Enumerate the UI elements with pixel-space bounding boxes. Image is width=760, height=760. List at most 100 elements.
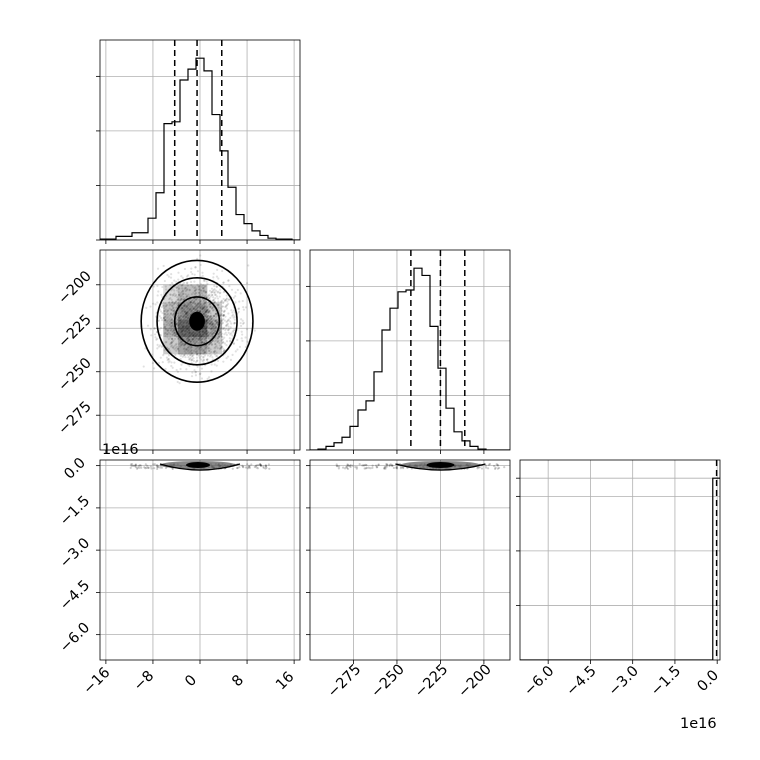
- scatter-point: [232, 313, 235, 316]
- scatter-point: [198, 291, 201, 294]
- scatter-point: [184, 306, 187, 309]
- scatter-point: [215, 345, 218, 348]
- scatter-point: [177, 278, 180, 281]
- scatter-point: [191, 305, 194, 309]
- scatter-point: [176, 322, 179, 325]
- scatter-point: [186, 311, 189, 314]
- scatter-point: [391, 464, 394, 467]
- scatter-point: [222, 317, 225, 320]
- scatter-point: [165, 313, 168, 317]
- scatter-point: [233, 322, 236, 325]
- scatter-point: [133, 464, 136, 467]
- scatter-point: [220, 326, 223, 329]
- scatter-point: [203, 338, 207, 341]
- scatter-point: [199, 293, 202, 297]
- scatter-point: [165, 310, 168, 313]
- scatter-point: [194, 305, 197, 308]
- scatter-point: [210, 327, 213, 330]
- scatter-point: [172, 306, 175, 309]
- scatter-point: [191, 351, 194, 354]
- scatter-point: [208, 352, 211, 355]
- scatter-point: [190, 299, 194, 302]
- scatter-point: [175, 286, 178, 289]
- scatter-point: [195, 356, 199, 359]
- scatter-point: [198, 300, 202, 303]
- scatter-point: [171, 337, 174, 340]
- scatter-point: [223, 349, 226, 352]
- scatter-point: [212, 289, 215, 292]
- scatter-point: [236, 348, 239, 351]
- scatter-point: [267, 463, 270, 466]
- scatter-point: [185, 305, 188, 308]
- scatter-point: [186, 337, 189, 340]
- scatter-point: [172, 309, 175, 312]
- scatter-point: [185, 312, 188, 315]
- scatter-point: [363, 464, 366, 467]
- scatter-point: [194, 370, 198, 374]
- scatter-point: [179, 311, 182, 315]
- scatter-point: [194, 308, 197, 311]
- scatter-point: [216, 303, 220, 307]
- scatter-point: [197, 302, 200, 305]
- histogram-step: [100, 57, 300, 240]
- scatter-point: [186, 337, 189, 340]
- scatter-point: [191, 305, 194, 308]
- scatter-point: [164, 331, 167, 334]
- scatter-point: [225, 324, 228, 327]
- scatter-point: [163, 307, 166, 310]
- scatter-point: [195, 340, 199, 343]
- scatter-point: [200, 338, 203, 341]
- scatter-point: [192, 340, 195, 344]
- scatter-point: [214, 342, 217, 346]
- scatter-point: [214, 293, 217, 297]
- scatter-point: [168, 327, 171, 330]
- scatter-point: [206, 309, 209, 312]
- scatter-point: [173, 331, 177, 334]
- y-tick-label: 0.0: [61, 455, 89, 483]
- scatter-point: [221, 342, 224, 345]
- scatter-point: [180, 363, 183, 366]
- scatter-point: [221, 318, 224, 321]
- scatter-point: [212, 308, 215, 312]
- scatter-point: [231, 334, 234, 337]
- scatter-point: [164, 305, 167, 308]
- scatter-point: [189, 340, 192, 343]
- scatter-point: [220, 312, 223, 316]
- scatter-point: [386, 463, 389, 466]
- scatter-point: [198, 373, 201, 376]
- scatter-point: [212, 319, 215, 322]
- scatter-point: [164, 319, 167, 322]
- scatter-point: [254, 464, 257, 468]
- scatter-point: [169, 293, 172, 296]
- scatter-point: [209, 331, 212, 334]
- scatter-point: [345, 465, 348, 469]
- scatter-point: [223, 319, 226, 322]
- scatter-point: [203, 354, 207, 357]
- scatter-point: [377, 463, 380, 466]
- scatter-point: [189, 310, 192, 313]
- scatter-point: [219, 344, 222, 347]
- scatter-point: [180, 317, 183, 321]
- scatter-point: [195, 297, 198, 300]
- scatter-point: [197, 298, 200, 302]
- scatter-point: [227, 279, 230, 282]
- scatter-point: [216, 314, 219, 317]
- scatter-point: [221, 305, 224, 308]
- scatter-point: [183, 343, 187, 346]
- scatter-point: [342, 466, 345, 469]
- scatter-point: [253, 329, 256, 332]
- scatter-point: [188, 312, 191, 315]
- scatter-point: [172, 312, 176, 315]
- scatter-point: [190, 270, 193, 274]
- scatter-point: [183, 304, 186, 308]
- scatter-point: [197, 354, 200, 357]
- y-tick-label: −275: [55, 399, 94, 438]
- scatter-point: [335, 463, 338, 466]
- scatter-point: [221, 301, 225, 305]
- scatter-point: [245, 328, 249, 331]
- scatter-point: [268, 467, 271, 470]
- scatter-point: [239, 292, 242, 295]
- scatter-point: [169, 293, 172, 296]
- scatter-point: [225, 298, 228, 301]
- scatter-point: [168, 320, 172, 323]
